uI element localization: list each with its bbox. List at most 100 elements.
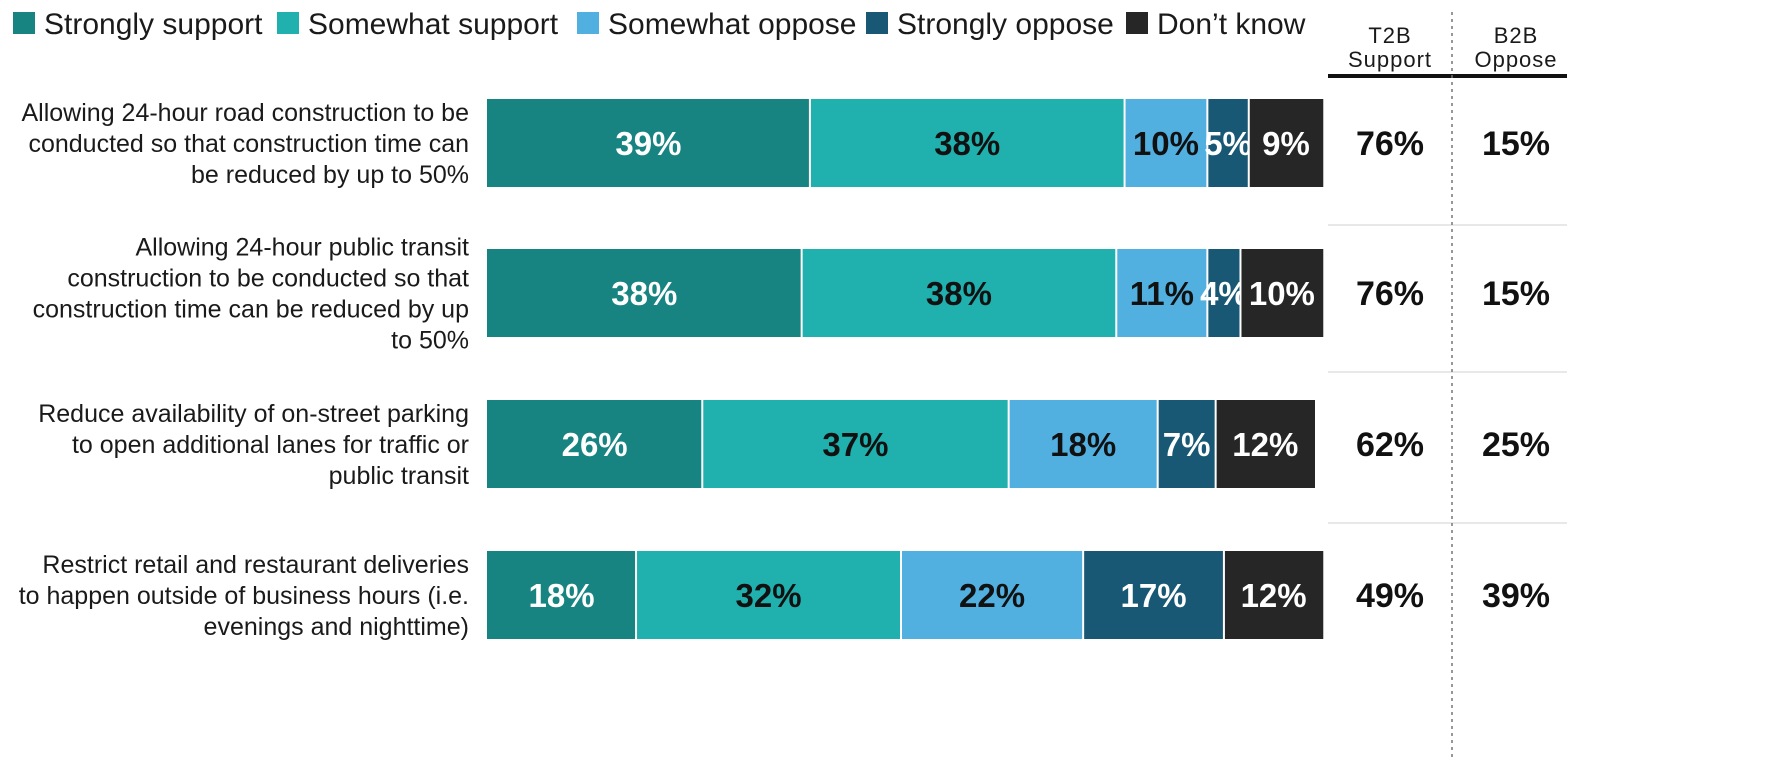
data-label-strongly-support: 18% bbox=[528, 577, 594, 614]
data-label-strongly-oppose: 7% bbox=[1163, 426, 1211, 463]
bar-segment-strongly-oppose bbox=[1083, 551, 1224, 639]
data-label-somewhat-oppose: 10% bbox=[1133, 125, 1199, 162]
segment-separator bbox=[1206, 99, 1209, 187]
summary-value-t2b: 76% bbox=[1356, 125, 1424, 163]
bar-segment-somewhat-support bbox=[636, 551, 901, 639]
data-label-somewhat-oppose: 11% bbox=[1130, 275, 1194, 312]
row-label-line: Allowing 24-hour public transit bbox=[135, 234, 469, 262]
summary-value-t2b: 62% bbox=[1356, 426, 1424, 464]
data-label-dont-know: 10% bbox=[1249, 275, 1315, 312]
bar-segment-strongly-support bbox=[487, 99, 810, 187]
legend-swatch-dont-know bbox=[1126, 12, 1148, 34]
segment-separator bbox=[1007, 400, 1010, 488]
legend: Strongly support Somewhat support Somewhat… bbox=[13, 8, 1306, 41]
row-label-line: Restrict retail and restaurant deliverie… bbox=[42, 551, 469, 579]
chart-row: Restrict retail and restaurant deliverie… bbox=[19, 551, 1550, 641]
bar-segment-strongly-oppose bbox=[1157, 400, 1216, 488]
bar-segment-dont-know bbox=[1248, 99, 1324, 187]
row-label-line: construction to be conducted so that bbox=[67, 265, 469, 293]
data-label-strongly-oppose: 17% bbox=[1121, 577, 1187, 614]
data-label-somewhat-support: 32% bbox=[735, 577, 801, 614]
data-label-strongly-oppose: 5% bbox=[1204, 125, 1252, 162]
bar-segment-strongly-support bbox=[487, 249, 802, 337]
segment-separator bbox=[1239, 249, 1242, 337]
data-label-somewhat-oppose: 22% bbox=[959, 577, 1025, 614]
data-label-somewhat-support: 38% bbox=[934, 125, 1000, 162]
summary-header-1-line-2: Support bbox=[1348, 47, 1432, 72]
summary-value-b2b: 25% bbox=[1482, 426, 1550, 464]
row-label-line: to 50% bbox=[391, 327, 469, 355]
summary-header-1-line-1: T2B bbox=[1368, 23, 1411, 48]
segment-separator bbox=[1123, 99, 1126, 187]
summary-header-2-line-2: Oppose bbox=[1474, 47, 1557, 72]
bar-segment-strongly-support bbox=[487, 551, 637, 639]
summary-value-b2b: 15% bbox=[1482, 125, 1550, 163]
chart-row: Reduce availability of on-street parking… bbox=[38, 400, 1550, 490]
chart-row: Allowing 24-hour public transit construct… bbox=[33, 234, 1550, 355]
summary-value-b2b: 39% bbox=[1482, 577, 1550, 615]
bar-segment-dont-know bbox=[1240, 249, 1324, 337]
data-label-strongly-support: 26% bbox=[562, 426, 628, 463]
row-label-line: Reduce availability of on-street parking bbox=[38, 400, 469, 428]
bar-segment-somewhat-oppose bbox=[1008, 400, 1158, 488]
segment-separator bbox=[1206, 249, 1209, 337]
row-label-line: to happen outside of business hours (i.e… bbox=[19, 582, 469, 610]
legend-label-strongly-oppose: Strongly oppose bbox=[897, 8, 1114, 41]
legend-label-somewhat-support: Somewhat support bbox=[308, 8, 559, 41]
bar-segment-strongly-oppose bbox=[1207, 99, 1249, 187]
data-label-dont-know: 9% bbox=[1262, 125, 1310, 162]
data-label-dont-know: 12% bbox=[1241, 577, 1307, 614]
legend-swatch-somewhat-support bbox=[277, 12, 299, 34]
row-label-line: evenings and nighttime) bbox=[204, 613, 469, 641]
legend-label-somewhat-oppose: Somewhat oppose bbox=[608, 8, 857, 41]
chart-row: Allowing 24-hour road construction to be… bbox=[22, 99, 1550, 189]
row-label-line: construction time can be reduced by up bbox=[33, 296, 469, 324]
bar-segment-somewhat-support bbox=[702, 400, 1009, 488]
bar-segment-strongly-support bbox=[487, 400, 703, 488]
data-label-dont-know: 12% bbox=[1232, 426, 1298, 463]
data-label-somewhat-support: 38% bbox=[926, 275, 992, 312]
summary-value-t2b: 49% bbox=[1356, 577, 1424, 615]
row-label-line: conducted so that construction time can bbox=[28, 130, 469, 158]
segment-separator bbox=[808, 99, 811, 187]
data-label-somewhat-oppose: 18% bbox=[1050, 426, 1116, 463]
segment-separator bbox=[1115, 249, 1118, 337]
segment-separator bbox=[1247, 99, 1250, 187]
bar-segment-dont-know bbox=[1215, 400, 1315, 488]
bar-segment-somewhat-oppose bbox=[1116, 249, 1208, 337]
segment-separator bbox=[1214, 400, 1217, 488]
summary-value-b2b: 15% bbox=[1482, 275, 1550, 313]
segment-separator bbox=[1222, 551, 1225, 639]
row-label-line: to open additional lanes for traffic or bbox=[72, 431, 469, 459]
data-label-strongly-support: 39% bbox=[615, 125, 681, 162]
segment-separator bbox=[900, 551, 902, 639]
bar-segment-somewhat-support bbox=[801, 249, 1117, 337]
row-label-line: Allowing 24-hour road construction to be bbox=[22, 99, 470, 127]
segment-separator bbox=[635, 551, 638, 639]
legend-label-strongly-support: Strongly support bbox=[44, 8, 263, 41]
summary-value-t2b: 76% bbox=[1356, 275, 1424, 313]
data-label-somewhat-support: 37% bbox=[822, 426, 888, 463]
summary-header-2-line-1: B2B bbox=[1494, 23, 1539, 48]
segment-separator bbox=[800, 249, 803, 337]
segment-separator bbox=[1156, 400, 1159, 488]
bar-segment-somewhat-oppose bbox=[901, 551, 1084, 639]
chart-rows: Allowing 24-hour road construction to be… bbox=[19, 99, 1550, 641]
bar-segment-somewhat-oppose bbox=[1124, 99, 1208, 187]
legend-label-dont-know: Don’t know bbox=[1157, 8, 1306, 41]
legend-swatch-strongly-oppose bbox=[866, 12, 888, 34]
segment-separator bbox=[1082, 551, 1085, 639]
data-label-strongly-support: 38% bbox=[611, 275, 677, 312]
legend-swatch-strongly-support bbox=[13, 12, 35, 34]
bar-segment-somewhat-support bbox=[809, 99, 1125, 187]
row-label-line: public transit bbox=[329, 462, 469, 490]
summary-header-rule bbox=[1328, 74, 1567, 78]
row-label-line: be reduced by up to 50% bbox=[191, 161, 469, 189]
legend-swatch-somewhat-oppose bbox=[577, 12, 599, 34]
segment-separator bbox=[701, 400, 704, 488]
summary-dividers bbox=[1328, 12, 1567, 759]
bar-segment-dont-know bbox=[1223, 551, 1324, 639]
bar-segment-strongly-oppose bbox=[1207, 249, 1241, 337]
